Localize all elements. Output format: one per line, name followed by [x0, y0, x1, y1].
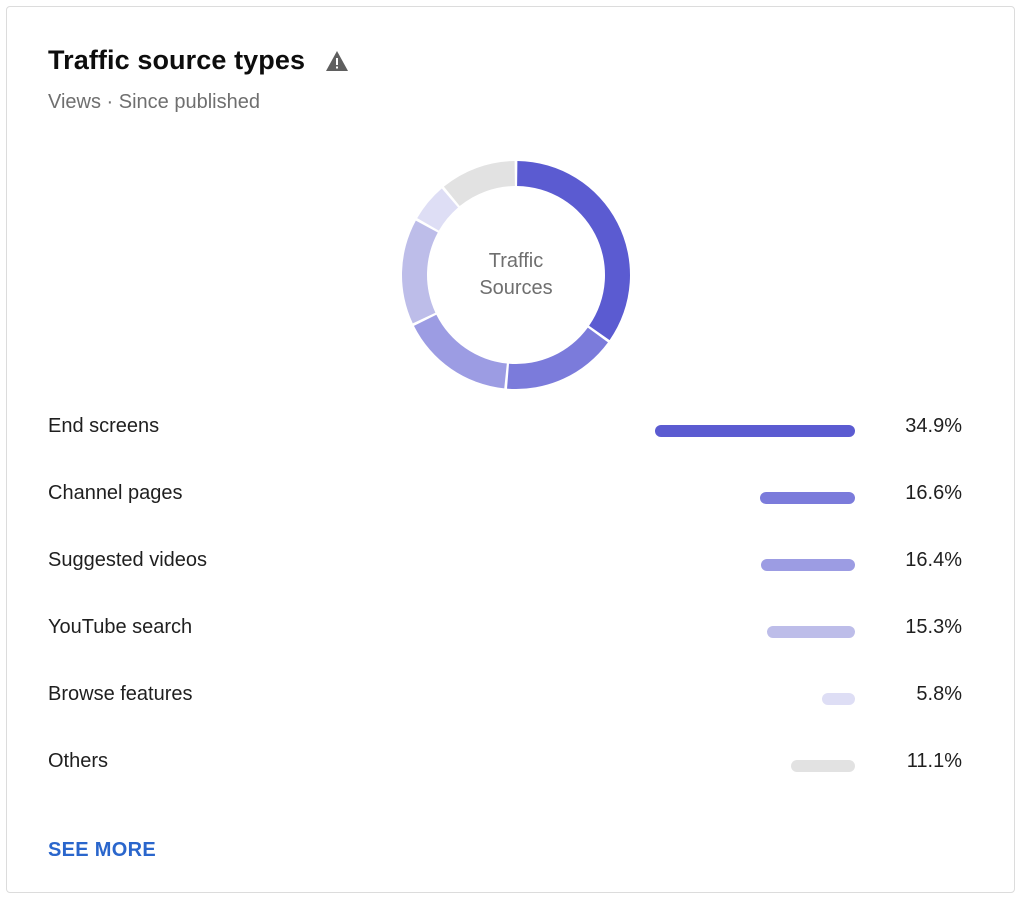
- bar-track: [649, 693, 855, 705]
- donut-center-label: Traffic Sources: [393, 152, 639, 398]
- traffic-source-label: Channel pages: [48, 482, 183, 504]
- traffic-source-label: Browse features: [48, 683, 193, 705]
- bar-track: [649, 626, 855, 638]
- bar-track: [649, 760, 855, 772]
- traffic-source-card: Traffic source types Views · Since publi…: [6, 6, 1015, 893]
- traffic-source-label: YouTube search: [48, 616, 193, 638]
- bar-track: [649, 425, 855, 437]
- traffic-source-row: End screens 34.9%: [48, 392, 978, 459]
- card-title: Traffic source types: [48, 45, 306, 75]
- donut-center-line-1: Traffic: [488, 250, 544, 272]
- traffic-source-label: End screens: [48, 415, 160, 437]
- traffic-source-bar: [791, 760, 855, 772]
- traffic-source-value: 16.4%: [905, 549, 962, 571]
- traffic-source-value: 5.8%: [916, 683, 962, 705]
- card-subtitle: Views · Since published: [48, 91, 260, 113]
- see-more-link[interactable]: SEE MORE: [48, 839, 156, 861]
- card-header: Traffic source types: [48, 45, 349, 76]
- traffic-source-value: 15.3%: [905, 616, 962, 638]
- donut-slice: [413, 314, 507, 389]
- traffic-source-row: Others 11.1%: [48, 727, 978, 794]
- donut-svg: [402, 161, 630, 389]
- traffic-source-bar: [759, 492, 855, 504]
- donut-slice: [517, 161, 630, 341]
- traffic-source-row: Browse features 5.8%: [48, 660, 978, 727]
- traffic-source-value: 11.1%: [906, 750, 962, 772]
- traffic-source-value: 16.6%: [905, 482, 962, 504]
- bar-track: [649, 492, 855, 504]
- traffic-source-value: 34.9%: [905, 415, 962, 437]
- donut-center-line-2: Sources: [479, 277, 553, 299]
- traffic-source-row: YouTube search 15.3%: [48, 593, 978, 660]
- donut-slice: [402, 220, 438, 324]
- traffic-source-bar: [767, 626, 855, 638]
- bar-track: [649, 559, 855, 571]
- traffic-source-label: Suggested videos: [48, 549, 208, 571]
- traffic-source-row: Suggested videos 16.4%: [48, 526, 978, 593]
- traffic-source-list: End screens 34.9% Channel pages 16.6% Sugges…: [48, 392, 978, 794]
- traffic-source-bar: [761, 559, 855, 571]
- donut-slice: [443, 161, 515, 207]
- traffic-source-row: Channel pages 16.6%: [48, 459, 978, 526]
- warning-triangle-icon[interactable]: [325, 50, 349, 72]
- donut-slice: [507, 327, 608, 389]
- traffic-source-label: Others: [48, 750, 109, 772]
- donut-chart: Traffic Sources: [393, 152, 639, 398]
- traffic-source-bar: [821, 693, 855, 705]
- traffic-source-bar: [655, 425, 855, 437]
- donut-slice: [417, 188, 459, 231]
